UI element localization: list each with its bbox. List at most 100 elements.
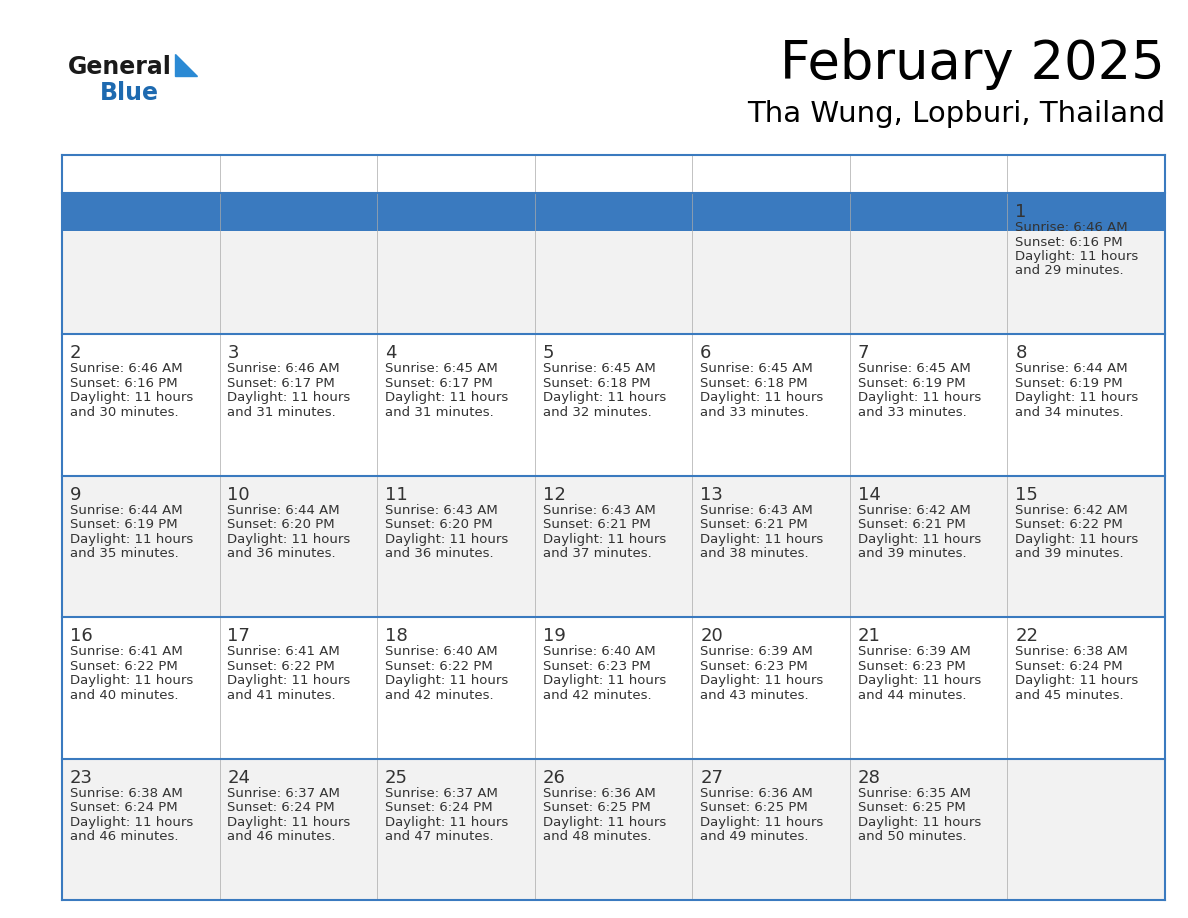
Text: Daylight: 11 hours: Daylight: 11 hours — [385, 391, 508, 405]
Text: Daylight: 11 hours: Daylight: 11 hours — [1016, 532, 1138, 546]
Text: Daylight: 11 hours: Daylight: 11 hours — [858, 674, 981, 688]
Text: Sunset: 6:18 PM: Sunset: 6:18 PM — [543, 377, 650, 390]
Text: 21: 21 — [858, 627, 880, 645]
Text: and 39 minutes.: and 39 minutes. — [858, 547, 966, 560]
Text: and 32 minutes.: and 32 minutes. — [543, 406, 651, 419]
Text: Blue: Blue — [100, 81, 159, 105]
Text: Sunrise: 6:42 AM: Sunrise: 6:42 AM — [1016, 504, 1129, 517]
Text: Sunrise: 6:43 AM: Sunrise: 6:43 AM — [543, 504, 656, 517]
Text: Tha Wung, Lopburi, Thailand: Tha Wung, Lopburi, Thailand — [747, 100, 1165, 128]
Text: Sunset: 6:22 PM: Sunset: 6:22 PM — [227, 660, 335, 673]
Text: Daylight: 11 hours: Daylight: 11 hours — [543, 815, 665, 829]
Text: Sunset: 6:19 PM: Sunset: 6:19 PM — [858, 377, 966, 390]
Text: 12: 12 — [543, 486, 565, 504]
Text: and 33 minutes.: and 33 minutes. — [700, 406, 809, 419]
Text: Sunrise: 6:36 AM: Sunrise: 6:36 AM — [700, 787, 813, 800]
Text: Sunday: Sunday — [71, 166, 139, 184]
Text: and 42 minutes.: and 42 minutes. — [543, 688, 651, 701]
Text: Sunset: 6:25 PM: Sunset: 6:25 PM — [858, 801, 966, 814]
Text: and 31 minutes.: and 31 minutes. — [227, 406, 336, 419]
Text: and 35 minutes.: and 35 minutes. — [70, 547, 178, 560]
Text: 15: 15 — [1016, 486, 1038, 504]
Text: Daylight: 11 hours: Daylight: 11 hours — [70, 532, 194, 546]
Polygon shape — [175, 54, 197, 76]
Text: 26: 26 — [543, 768, 565, 787]
Text: 2: 2 — [70, 344, 82, 363]
Text: Sunset: 6:16 PM: Sunset: 6:16 PM — [1016, 236, 1123, 249]
Text: and 41 minutes.: and 41 minutes. — [227, 688, 336, 701]
Text: 27: 27 — [700, 768, 723, 787]
Text: Daylight: 11 hours: Daylight: 11 hours — [227, 532, 350, 546]
Text: 28: 28 — [858, 768, 880, 787]
Text: Daylight: 11 hours: Daylight: 11 hours — [700, 391, 823, 405]
Text: 3: 3 — [227, 344, 239, 363]
Text: 5: 5 — [543, 344, 554, 363]
Text: Daylight: 11 hours: Daylight: 11 hours — [700, 532, 823, 546]
Text: Sunset: 6:25 PM: Sunset: 6:25 PM — [543, 801, 650, 814]
Bar — [62, 193, 220, 231]
Text: Sunrise: 6:41 AM: Sunrise: 6:41 AM — [227, 645, 340, 658]
Text: Daylight: 11 hours: Daylight: 11 hours — [385, 815, 508, 829]
Text: Sunset: 6:24 PM: Sunset: 6:24 PM — [227, 801, 335, 814]
Text: Sunrise: 6:43 AM: Sunrise: 6:43 AM — [385, 504, 498, 517]
Text: Sunrise: 6:42 AM: Sunrise: 6:42 AM — [858, 504, 971, 517]
Text: 11: 11 — [385, 486, 407, 504]
Text: Sunset: 6:23 PM: Sunset: 6:23 PM — [700, 660, 808, 673]
Text: Sunset: 6:23 PM: Sunset: 6:23 PM — [858, 660, 966, 673]
Text: 22: 22 — [1016, 627, 1038, 645]
Text: Wednesday: Wednesday — [544, 166, 649, 184]
Text: Daylight: 11 hours: Daylight: 11 hours — [1016, 674, 1138, 688]
Text: Daylight: 11 hours: Daylight: 11 hours — [70, 815, 194, 829]
Text: 4: 4 — [385, 344, 397, 363]
Text: 7: 7 — [858, 344, 870, 363]
Bar — [377, 193, 535, 231]
Text: 8: 8 — [1016, 344, 1026, 363]
Bar — [220, 193, 377, 231]
Text: Sunset: 6:21 PM: Sunset: 6:21 PM — [700, 519, 808, 532]
Text: Sunset: 6:25 PM: Sunset: 6:25 PM — [700, 801, 808, 814]
Bar — [849, 193, 1007, 231]
Text: and 40 minutes.: and 40 minutes. — [70, 688, 178, 701]
Text: Daylight: 11 hours: Daylight: 11 hours — [858, 815, 981, 829]
Text: and 34 minutes.: and 34 minutes. — [1016, 406, 1124, 419]
Text: and 33 minutes.: and 33 minutes. — [858, 406, 967, 419]
Text: and 31 minutes.: and 31 minutes. — [385, 406, 494, 419]
Text: Sunset: 6:16 PM: Sunset: 6:16 PM — [70, 377, 177, 390]
Text: and 37 minutes.: and 37 minutes. — [543, 547, 651, 560]
Text: Daylight: 11 hours: Daylight: 11 hours — [227, 674, 350, 688]
Text: Daylight: 11 hours: Daylight: 11 hours — [700, 674, 823, 688]
Text: 9: 9 — [70, 486, 82, 504]
Text: 24: 24 — [227, 768, 251, 787]
Text: and 38 minutes.: and 38 minutes. — [700, 547, 809, 560]
Text: Sunrise: 6:37 AM: Sunrise: 6:37 AM — [227, 787, 340, 800]
Text: 25: 25 — [385, 768, 407, 787]
Text: Sunset: 6:22 PM: Sunset: 6:22 PM — [385, 660, 493, 673]
Text: 14: 14 — [858, 486, 880, 504]
Text: Sunset: 6:19 PM: Sunset: 6:19 PM — [1016, 377, 1123, 390]
Text: and 36 minutes.: and 36 minutes. — [227, 547, 336, 560]
Text: Sunrise: 6:36 AM: Sunrise: 6:36 AM — [543, 787, 656, 800]
Text: Daylight: 11 hours: Daylight: 11 hours — [227, 815, 350, 829]
Text: and 46 minutes.: and 46 minutes. — [70, 830, 178, 843]
Bar — [62, 334, 1165, 476]
Text: and 50 minutes.: and 50 minutes. — [858, 830, 966, 843]
Text: 1: 1 — [1016, 203, 1026, 221]
Text: and 48 minutes.: and 48 minutes. — [543, 830, 651, 843]
Text: 17: 17 — [227, 627, 251, 645]
Text: Sunset: 6:21 PM: Sunset: 6:21 PM — [858, 519, 966, 532]
Bar — [535, 193, 693, 231]
Text: Sunrise: 6:38 AM: Sunrise: 6:38 AM — [70, 787, 183, 800]
Text: Sunrise: 6:37 AM: Sunrise: 6:37 AM — [385, 787, 498, 800]
Text: Sunrise: 6:45 AM: Sunrise: 6:45 AM — [858, 363, 971, 375]
Text: 6: 6 — [700, 344, 712, 363]
Text: Sunrise: 6:46 AM: Sunrise: 6:46 AM — [227, 363, 340, 375]
Text: Sunset: 6:17 PM: Sunset: 6:17 PM — [385, 377, 493, 390]
Text: Sunset: 6:18 PM: Sunset: 6:18 PM — [700, 377, 808, 390]
Text: Sunrise: 6:44 AM: Sunrise: 6:44 AM — [70, 504, 183, 517]
Text: Friday: Friday — [859, 166, 914, 184]
Text: Sunset: 6:19 PM: Sunset: 6:19 PM — [70, 519, 177, 532]
Text: Daylight: 11 hours: Daylight: 11 hours — [858, 532, 981, 546]
Text: Sunset: 6:23 PM: Sunset: 6:23 PM — [543, 660, 650, 673]
Text: Daylight: 11 hours: Daylight: 11 hours — [543, 532, 665, 546]
Text: and 44 minutes.: and 44 minutes. — [858, 688, 966, 701]
